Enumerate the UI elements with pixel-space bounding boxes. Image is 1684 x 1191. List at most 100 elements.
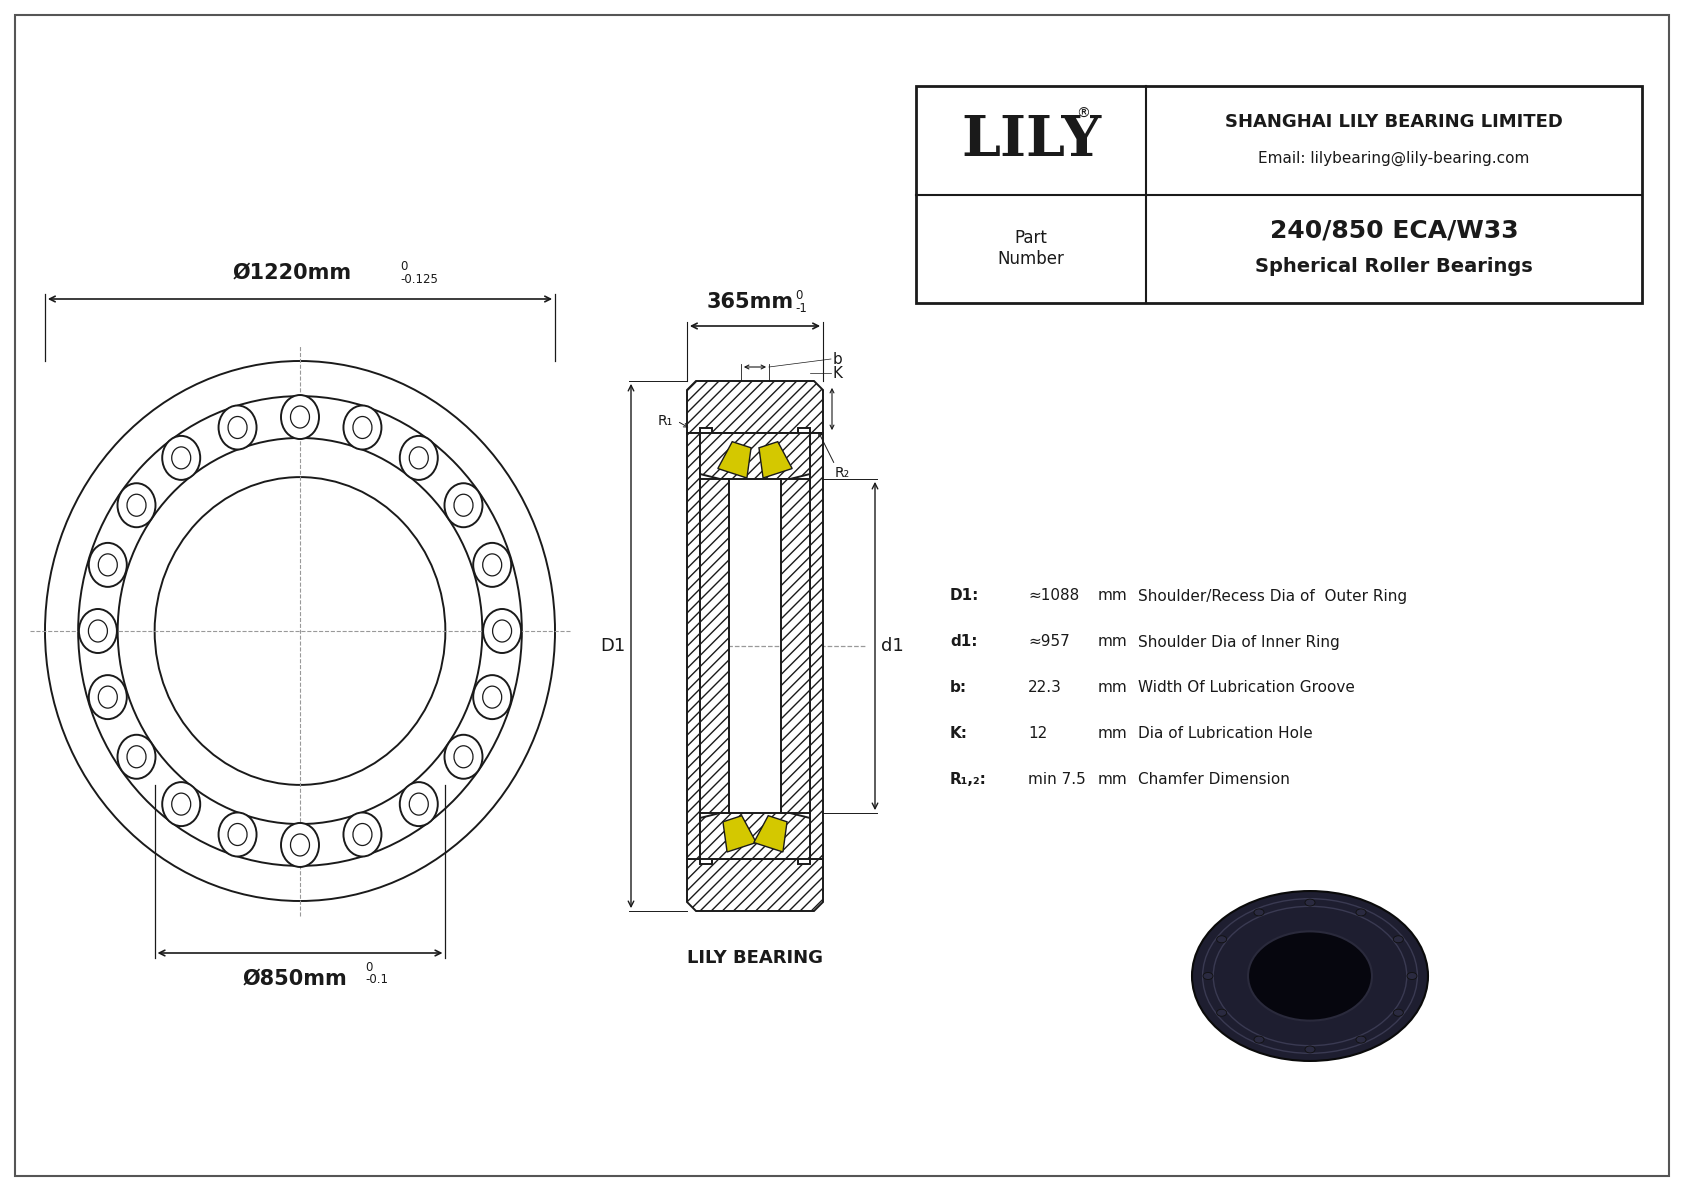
Text: Shoulder Dia of Inner Ring: Shoulder Dia of Inner Ring <box>1138 635 1340 649</box>
Ellipse shape <box>98 686 118 709</box>
Ellipse shape <box>291 834 310 856</box>
Ellipse shape <box>344 812 382 856</box>
Ellipse shape <box>455 746 473 768</box>
Text: LILY BEARING: LILY BEARING <box>687 949 823 967</box>
Ellipse shape <box>409 447 428 469</box>
Ellipse shape <box>79 609 116 653</box>
Ellipse shape <box>354 823 372 846</box>
Ellipse shape <box>291 406 310 428</box>
Ellipse shape <box>89 675 126 719</box>
Text: 0: 0 <box>365 961 372 974</box>
Text: Ø1220mm: Ø1220mm <box>232 263 352 283</box>
Ellipse shape <box>281 395 318 439</box>
Ellipse shape <box>354 417 372 438</box>
Ellipse shape <box>473 675 512 719</box>
Text: R₂: R₂ <box>835 466 850 480</box>
Text: mm: mm <box>1098 635 1128 649</box>
Ellipse shape <box>1216 1009 1226 1016</box>
Text: Ø850mm: Ø850mm <box>242 969 347 989</box>
Ellipse shape <box>483 609 520 653</box>
Ellipse shape <box>483 554 502 576</box>
Text: Spherical Roller Bearings: Spherical Roller Bearings <box>1255 257 1532 276</box>
Text: Chamfer Dimension: Chamfer Dimension <box>1138 773 1290 787</box>
Text: d1: d1 <box>881 637 904 655</box>
Ellipse shape <box>219 812 256 856</box>
Text: b:: b: <box>950 680 967 696</box>
Ellipse shape <box>1305 899 1315 906</box>
Text: b: b <box>834 351 842 367</box>
Text: K: K <box>834 366 844 380</box>
Ellipse shape <box>227 823 248 846</box>
Text: mm: mm <box>1098 588 1128 604</box>
Text: ®: ® <box>1076 107 1090 121</box>
Ellipse shape <box>1202 973 1212 979</box>
Text: R₁,₂:: R₁,₂: <box>950 773 987 787</box>
Ellipse shape <box>219 405 256 449</box>
Text: mm: mm <box>1098 680 1128 696</box>
Text: ≈957: ≈957 <box>1027 635 1069 649</box>
Ellipse shape <box>162 782 200 827</box>
Ellipse shape <box>1305 1046 1315 1053</box>
Polygon shape <box>722 816 756 852</box>
Ellipse shape <box>473 543 512 587</box>
Polygon shape <box>701 479 729 813</box>
Ellipse shape <box>483 686 502 709</box>
Polygon shape <box>810 434 823 859</box>
Text: LILY: LILY <box>962 113 1101 168</box>
Bar <box>916 86 1642 303</box>
Text: Dia of Lubrication Hole: Dia of Lubrication Hole <box>1138 727 1314 742</box>
Ellipse shape <box>493 621 512 642</box>
Ellipse shape <box>126 494 147 516</box>
Ellipse shape <box>227 417 248 438</box>
Text: D1:: D1: <box>950 588 980 604</box>
Ellipse shape <box>126 746 147 768</box>
Text: min 7.5: min 7.5 <box>1027 773 1086 787</box>
Ellipse shape <box>445 484 483 528</box>
Polygon shape <box>754 816 786 852</box>
Text: 240/850 ECA/W33: 240/850 ECA/W33 <box>1270 219 1519 243</box>
Ellipse shape <box>399 782 438 827</box>
Text: -0.1: -0.1 <box>365 973 387 986</box>
Ellipse shape <box>1393 1009 1403 1016</box>
Text: 0: 0 <box>401 260 408 273</box>
Ellipse shape <box>162 436 200 480</box>
Ellipse shape <box>1192 891 1428 1061</box>
Ellipse shape <box>399 436 438 480</box>
Polygon shape <box>687 381 823 434</box>
Text: K:: K: <box>950 727 968 742</box>
Ellipse shape <box>344 405 382 449</box>
Ellipse shape <box>118 484 155 528</box>
Polygon shape <box>781 479 810 813</box>
Ellipse shape <box>118 735 155 779</box>
Ellipse shape <box>1356 909 1366 916</box>
Ellipse shape <box>1408 973 1416 979</box>
Text: D1: D1 <box>600 637 625 655</box>
Text: mm: mm <box>1098 773 1128 787</box>
Polygon shape <box>701 434 810 479</box>
Ellipse shape <box>1356 1036 1366 1043</box>
Ellipse shape <box>1248 931 1372 1021</box>
Ellipse shape <box>172 447 190 469</box>
Ellipse shape <box>98 554 118 576</box>
Text: R₁: R₁ <box>658 414 674 428</box>
Text: 22.3: 22.3 <box>1027 680 1063 696</box>
Text: 0: 0 <box>795 289 802 303</box>
Polygon shape <box>717 442 751 478</box>
Polygon shape <box>687 434 701 859</box>
Ellipse shape <box>89 621 108 642</box>
Text: Email: lilybearing@lily-bearing.com: Email: lilybearing@lily-bearing.com <box>1258 150 1529 166</box>
Text: -0.125: -0.125 <box>401 273 438 286</box>
Text: ≈1088: ≈1088 <box>1027 588 1079 604</box>
Polygon shape <box>701 813 810 859</box>
Text: mm: mm <box>1098 727 1128 742</box>
Ellipse shape <box>455 494 473 516</box>
Ellipse shape <box>281 823 318 867</box>
Polygon shape <box>759 442 791 478</box>
Text: Width Of Lubrication Groove: Width Of Lubrication Groove <box>1138 680 1356 696</box>
Ellipse shape <box>445 735 483 779</box>
Text: Shoulder/Recess Dia of  Outer Ring: Shoulder/Recess Dia of Outer Ring <box>1138 588 1408 604</box>
Ellipse shape <box>1255 909 1265 916</box>
Ellipse shape <box>1255 1036 1265 1043</box>
Ellipse shape <box>172 793 190 815</box>
Text: 12: 12 <box>1027 727 1047 742</box>
